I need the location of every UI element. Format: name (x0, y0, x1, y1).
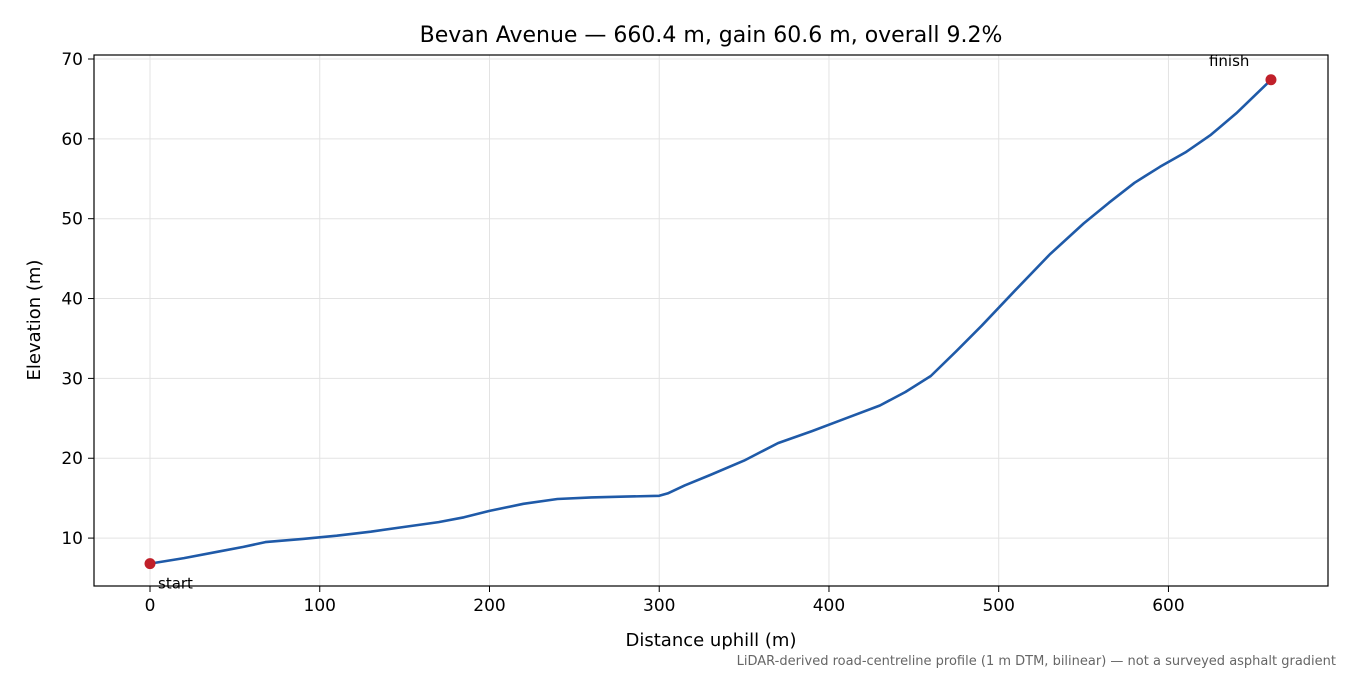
plot-area-frame (93, 54, 1329, 587)
series-layer: start finish (144, 52, 1277, 593)
finish-marker (1265, 74, 1277, 86)
x-tick-label: 200 (473, 596, 505, 616)
y-tick-label: 70 (61, 50, 83, 70)
y-tick-label: 20 (61, 449, 83, 469)
y-tick-label: 60 (61, 130, 83, 150)
chart-footnote: LiDAR-derived road-centreline profile (1… (737, 654, 1336, 669)
y-axis-label: Elevation (m) (24, 260, 45, 381)
x-axis-label: Distance uphill (m) (626, 630, 797, 651)
x-tick-label: 0 (145, 596, 156, 616)
y-tick-label: 40 (61, 290, 83, 310)
x-tick-label: 300 (643, 596, 675, 616)
finish-label: finish (1209, 52, 1249, 70)
y-tick-label: 30 (61, 369, 83, 389)
grid-lines (94, 55, 1328, 586)
chart-title: Bevan Avenue — 660.4 m, gain 60.6 m, ove… (420, 23, 1003, 48)
start-marker (144, 558, 156, 570)
start-label: start (158, 575, 193, 593)
x-tick-label: 600 (1152, 596, 1184, 616)
x-tick-label: 400 (813, 596, 845, 616)
axis-ticks: 0 100 200 300 400 500 600 10 20 30 40 50 60 70 (61, 50, 1184, 616)
elevation-profile-line (148, 78, 1273, 565)
x-tick-label: 100 (304, 596, 336, 616)
y-tick-label: 50 (61, 210, 83, 230)
y-tick-label: 10 (61, 529, 83, 549)
x-tick-label: 500 (982, 596, 1014, 616)
